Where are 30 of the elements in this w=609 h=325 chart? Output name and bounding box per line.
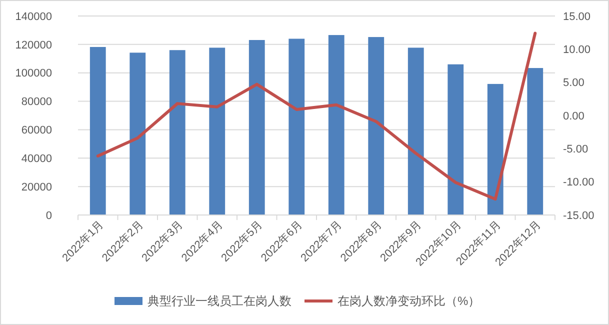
y2-tick-label: -5.00	[563, 144, 588, 156]
y-tick-label: 60000	[21, 124, 52, 137]
legend-label: 在岗人数净变动环比（%）	[338, 294, 480, 308]
y2-tick-label: 5.00	[563, 77, 584, 90]
bar	[130, 52, 146, 215]
y-tick-label: 120000	[15, 39, 52, 52]
y2-tick-label: 0.00	[563, 110, 584, 122]
y2-tick-label: -15.00	[563, 210, 594, 222]
bar	[487, 84, 504, 215]
y-tick-label: 140000	[15, 10, 52, 23]
y2-tick-label: 10.00	[563, 44, 591, 56]
y-tick-label: 40000	[21, 152, 52, 165]
bar	[248, 40, 265, 215]
line-series	[96, 32, 537, 201]
bar	[527, 68, 544, 215]
bar	[368, 37, 384, 215]
legend-label: 典型行业一线员工在岗人数	[148, 294, 292, 308]
bar	[209, 48, 226, 215]
bar	[448, 64, 464, 215]
y-tick-label: 20000	[21, 181, 52, 194]
bar	[90, 46, 106, 215]
y-tick-label: 0	[46, 210, 52, 222]
bar	[169, 50, 186, 215]
y2-tick-label: -10.00	[563, 176, 594, 189]
y2-tick-label: 15.00	[563, 10, 591, 23]
bar	[328, 35, 344, 215]
y-tick-label: 100000	[15, 68, 52, 80]
y-tick-label: 80000	[21, 96, 52, 108]
bar	[408, 48, 424, 215]
bar	[288, 38, 305, 215]
